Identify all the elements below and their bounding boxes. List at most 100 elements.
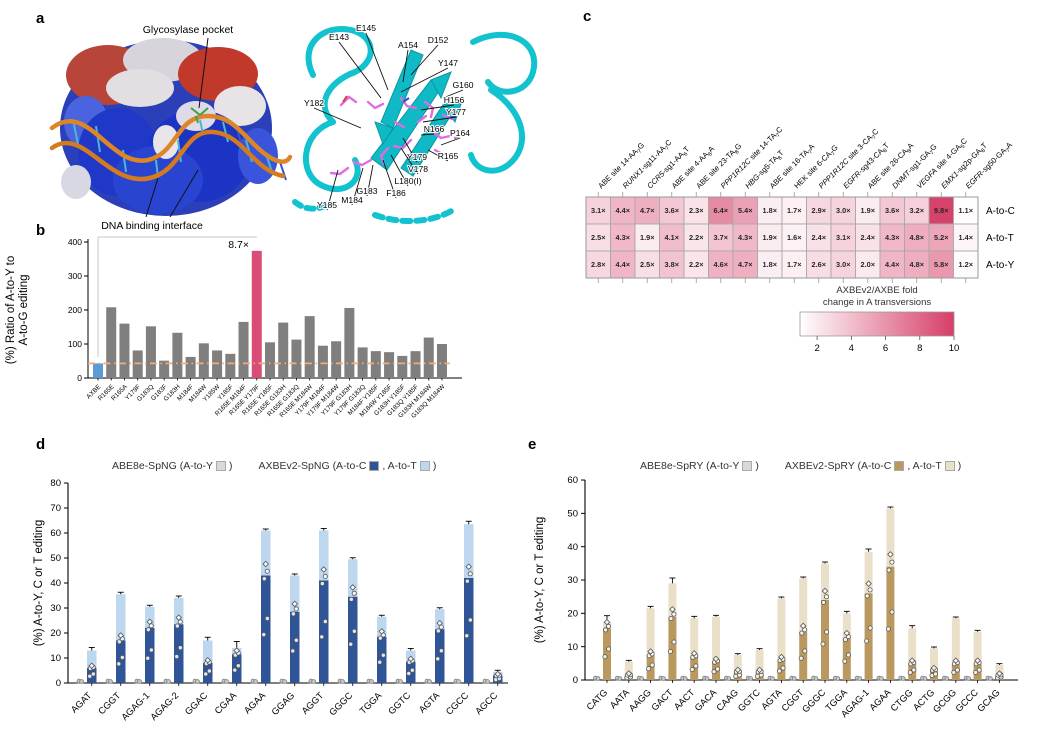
heatmap-cell-value: 2.5×: [591, 233, 605, 242]
y-axis-title: (%) Ratio of A-to-Y toA-to-G editing: [5, 256, 30, 364]
residue-leader-line: [326, 169, 339, 211]
replicate-point: [467, 617, 473, 623]
colorbar-title: change in A transversions: [823, 297, 932, 308]
column-header-part: 8: [980, 148, 986, 154]
x-tick-label: TGGA: [358, 690, 384, 716]
replicate-point: [261, 632, 267, 638]
replicate-point-diamond: [756, 666, 763, 674]
replicate-point: [867, 587, 873, 593]
ratio-bar-chart: 0 100 200 300 400 (%) Ratio of A-to-Y toA-to-…: [5, 236, 462, 420]
replicate-point-diamond: [407, 655, 415, 663]
replicate-point: [886, 567, 892, 573]
legend-swatch: [215, 461, 226, 471]
x-tick-label: AGAA: [242, 690, 268, 716]
column-header-part: T: [682, 144, 692, 154]
heatmap-cell-value: 2.4×: [861, 233, 875, 242]
residue-label: A154: [398, 40, 418, 50]
replicate-point: [748, 676, 753, 681]
replicate-point: [79, 679, 84, 684]
heatmap-cell-value: 4.1×: [665, 233, 679, 242]
replicate-point: [456, 679, 461, 684]
replicate-point-diamond: [778, 653, 785, 661]
replicate-point: [595, 676, 601, 681]
heatmap-cell-value: 2.5×: [640, 260, 654, 269]
replicate-point: [922, 676, 928, 681]
bar: [278, 322, 289, 378]
column-header-part: 7: [830, 151, 836, 157]
replicate-point: [195, 679, 200, 684]
bar-a-to-c: [174, 624, 184, 683]
heatmap-cell-value: 4.3×: [616, 233, 630, 242]
bar-a-to-c: [348, 596, 358, 683]
residue-label: M184: [341, 195, 363, 205]
replicate-point: [145, 627, 151, 633]
x-tick-label: AACT: [672, 687, 697, 712]
replicate-point: [954, 667, 960, 673]
heatmap-cell: [781, 250, 807, 279]
replicate-point: [290, 648, 296, 654]
heatmap-cell-value: 2.9×: [812, 206, 826, 215]
bar-a-to-c: [116, 640, 126, 683]
replicate-point-diamond: [378, 628, 386, 635]
replicate-point: [319, 634, 325, 640]
heatmap-row-label: A-to-C: [986, 206, 1015, 217]
replicate-point: [646, 666, 652, 672]
replicate-point: [177, 619, 183, 625]
replicate-point: [901, 676, 906, 681]
heatmap-cell-value: 4.6×: [714, 260, 728, 269]
replicate-point: [821, 599, 827, 605]
replicate-point-diamond: [799, 622, 807, 630]
bar-a-to-t: [435, 609, 445, 630]
replicate-point: [802, 627, 808, 633]
replicate-point: [177, 645, 183, 651]
residue-leader-line: [351, 167, 364, 206]
replicate-point: [820, 641, 826, 647]
replicate-point: [976, 667, 982, 673]
x-tick-label: GGGC: [327, 690, 354, 717]
replicate-point: [137, 679, 142, 684]
bar: [304, 316, 315, 378]
heatmap-cell-value: 4.7×: [738, 260, 752, 269]
replicate-point: [116, 661, 122, 667]
residue-leader-line: [420, 104, 455, 111]
replicate-point-diamond: [204, 656, 212, 664]
replicate-point-diamond: [88, 662, 96, 670]
replicate-point: [944, 676, 950, 681]
heatmap-cell-value: 3.0×: [836, 260, 850, 269]
dna-strand: [49, 107, 293, 182]
bar: [185, 356, 196, 378]
bar: [93, 363, 103, 378]
bar: [410, 351, 421, 378]
replicate-point-diamond: [436, 619, 444, 627]
replicate-point: [224, 679, 229, 684]
legend-text: ): [228, 460, 233, 472]
heatmap-cell-value: 3.2×: [910, 206, 924, 215]
replicate-point: [206, 668, 212, 674]
bar-a-to-t: [733, 655, 742, 672]
replicate-point: [824, 629, 830, 635]
y-axis-title: (%) A-to-Y, C or T editing: [33, 520, 45, 647]
y-tick-label: 40: [50, 578, 61, 589]
y-axis-title: (%) A-to-Y, C or T editing: [534, 517, 546, 644]
replicate-point: [715, 666, 721, 672]
residue-leader-line: [440, 137, 461, 146]
replicate-point-diamond: [625, 670, 633, 677]
heatmap-cell-value: 1.9×: [763, 233, 777, 242]
replicate-point: [464, 578, 470, 584]
replicate-point: [602, 654, 608, 660]
replicate-point: [798, 655, 804, 661]
replicate-point-diamond: [262, 560, 270, 568]
legend-swatch: [419, 461, 430, 471]
replicate-point: [174, 623, 180, 629]
heatmap-cell-value: 5.8×: [934, 260, 948, 269]
bar: [317, 345, 328, 378]
y-tick-label: 60: [50, 528, 61, 539]
panel-c-label: c: [583, 8, 592, 25]
bar: [291, 339, 302, 378]
heatmap-cell: [806, 223, 832, 252]
legend-swatch: [742, 461, 753, 471]
bar: [106, 307, 117, 378]
bar-a-to-c: [290, 611, 300, 683]
column-header-part: C: [774, 125, 785, 136]
column-header-part: 7: [775, 132, 781, 138]
